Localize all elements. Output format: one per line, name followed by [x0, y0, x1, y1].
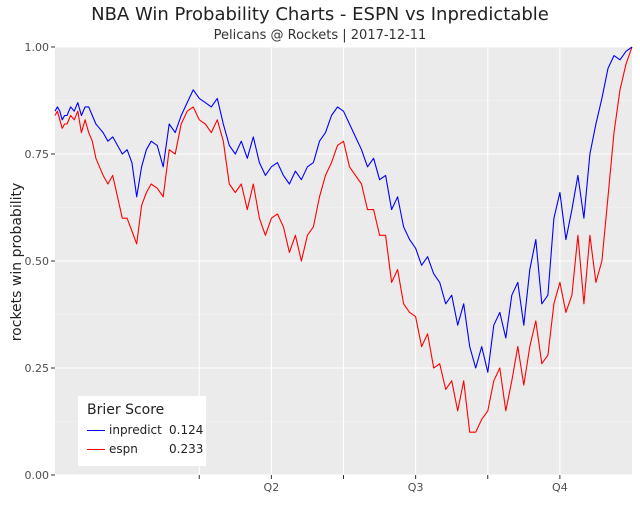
series-line-inpredict: [54, 46, 633, 373]
series-lines: [54, 46, 633, 433]
legend: Brier Score inpredict 0.124 espn 0.233: [78, 396, 206, 466]
x-tick-label: Q2: [264, 481, 280, 494]
x-tick-label: Q3: [408, 481, 424, 494]
y-tick-label: 1.00: [25, 41, 50, 54]
legend-score-espn: 0.233: [169, 442, 204, 456]
y-tick-label: 0.25: [25, 362, 50, 375]
legend-key-inpredict: [87, 430, 105, 431]
legend-score-inpredict: 0.124: [169, 423, 204, 437]
y-tick-label: 0.50: [25, 255, 50, 268]
series-line-espn: [54, 46, 633, 433]
legend-title: Brier Score: [87, 402, 165, 418]
legend-key-espn: [87, 449, 105, 450]
grid-lines: [55, 46, 632, 476]
legend-entry-espn: espn 0.233: [87, 442, 207, 458]
y-axis-ticks: 0.00 0.25 0.50 0.75 1.00: [25, 41, 55, 482]
legend-label-inpredict: inpredict: [109, 423, 162, 437]
x-tick-label: Q4: [552, 481, 568, 494]
y-tick-label: 0.00: [25, 469, 50, 482]
legend-entry-inpredict: inpredict 0.124: [87, 423, 207, 439]
chart-title: NBA Win Probability Charts - ESPN vs Inp…: [91, 4, 549, 25]
chart-subtitle: Pelicans @ Rockets | 2017-12-11: [213, 28, 427, 43]
x-axis-ticks: Q2 Q3 Q4: [198, 475, 568, 494]
legend-label-espn: espn: [109, 442, 138, 456]
y-tick-label: 0.75: [25, 148, 50, 161]
